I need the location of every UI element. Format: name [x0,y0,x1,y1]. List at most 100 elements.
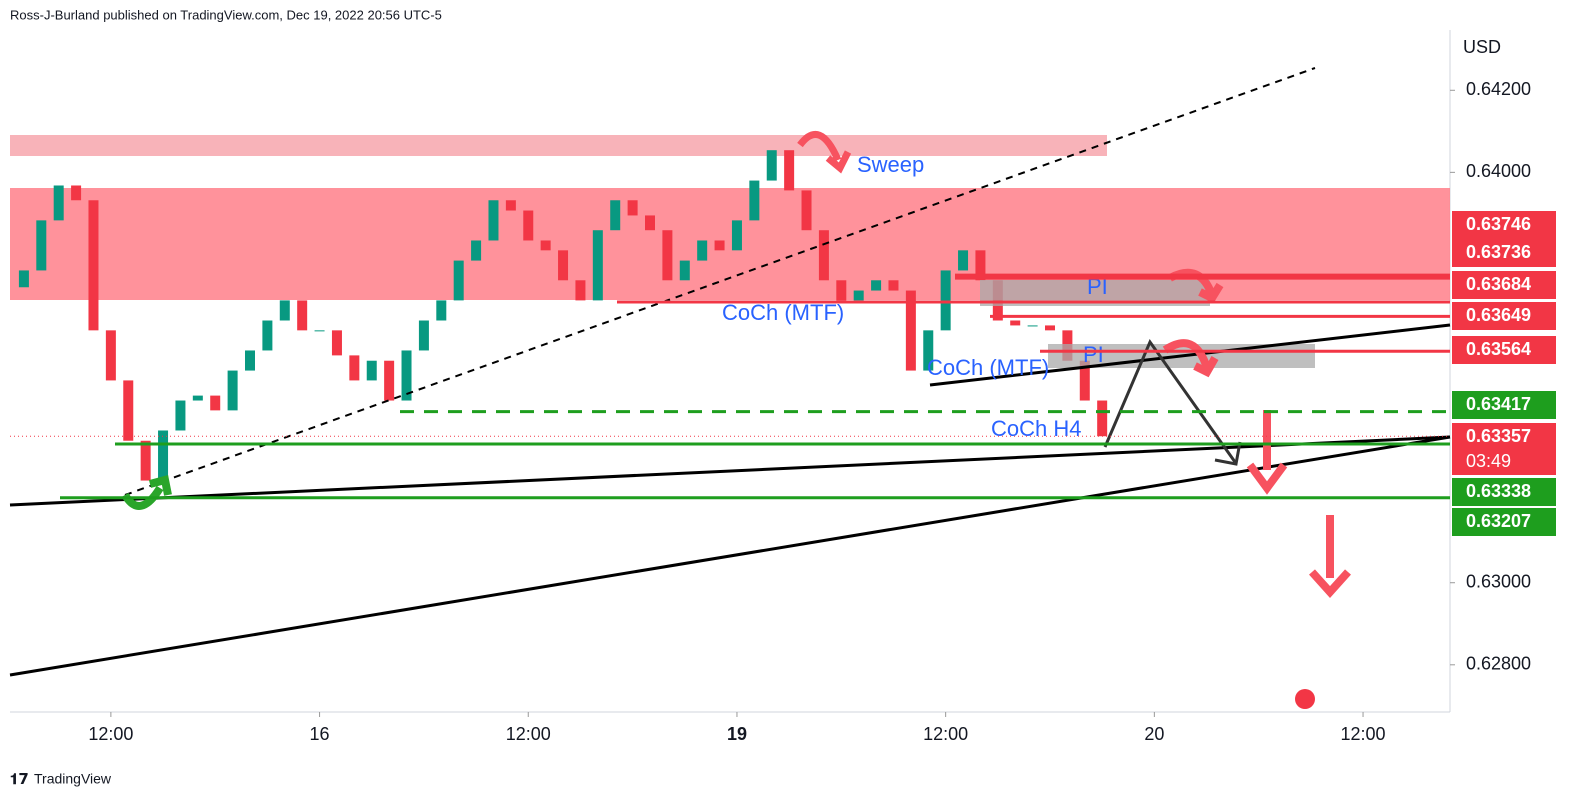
candle-body [384,360,395,401]
candle-body [853,290,864,301]
candle-body [905,290,916,371]
candle-body [923,330,934,371]
candle-body [505,200,516,211]
candle-body [818,230,829,281]
trend-line [929,323,1451,387]
candle-body [958,250,969,271]
x-tick-label: 12:00 [1341,724,1386,744]
candle-body [262,320,273,351]
annotation: CoCh (MTF) [722,300,844,325]
candle-body [53,185,64,221]
candle-body [401,350,412,401]
candle-body [123,380,134,441]
candle-body [88,200,99,331]
price-tag [1452,239,1556,267]
candle-body [331,330,342,356]
x-tick-label: 16 [310,724,330,744]
candle-body [749,180,760,221]
candle-body [1097,400,1108,437]
candle-body [436,300,447,321]
candle-body [731,220,742,251]
annotation: Sweep [857,152,924,177]
price-tag-label: 0.63357 [1466,426,1531,446]
footer: TradingView [34,771,112,787]
annotation: PI [1083,342,1104,367]
footer-logo: 𝟏𝟳 [10,771,29,788]
candle-body [175,400,186,431]
price-tag [1452,336,1556,364]
down-arrow [1309,515,1351,598]
x-tick-label: 20 [1144,724,1164,744]
candle-body [575,280,586,301]
price-tag [1452,271,1556,299]
y-tick-label: 0.64200 [1466,79,1531,99]
price-tag-label: 0.63649 [1466,305,1531,325]
price-tag-label: 0.63417 [1466,394,1531,414]
candle-body [1045,325,1055,331]
price-tag-label: 0.63564 [1466,339,1531,359]
candle-body [245,350,255,371]
price-tag [1452,391,1556,419]
candle-body [1027,325,1038,327]
candle-body [1079,360,1090,401]
candle-body [105,330,116,381]
candle-body [784,150,795,191]
candle-body [471,240,482,261]
trend-line [9,435,1451,677]
candle-body [192,395,203,401]
header: Ross-J-Burland published on TradingView.… [10,7,442,22]
x-tick-label: 19 [727,724,747,744]
candle-body [140,440,151,481]
countdown: 03:49 [1466,451,1511,471]
candle-body [610,200,621,231]
x-tick-label: 12:00 [88,724,133,744]
candle-body [592,230,603,301]
y-tick-label: 0.62800 [1466,654,1531,674]
price-tag [1452,478,1556,506]
candle-body [540,240,551,251]
drawings: Sweep CoCh (MTF) CoCh (MTF) PI PI CoCh H… [9,67,1451,709]
candle-body [697,240,708,261]
x-tick-label: 12:00 [923,724,968,744]
candle-body [645,215,655,231]
candle-body [418,320,429,351]
annotation: CoCh H4 [991,416,1081,441]
price-tag [1452,211,1556,239]
curve-arrow [1162,339,1219,378]
candle-body [766,150,777,181]
candle-body [558,250,569,281]
candle-body [871,280,882,291]
candle-body [662,230,673,281]
candle-body [1010,320,1021,326]
candle-body [349,355,360,381]
price-tag-label: 0.63736 [1466,242,1531,262]
candle-body [714,240,725,251]
candle-body [453,260,464,301]
candle-body [18,270,29,288]
candle-body [297,300,308,331]
candle-body [975,250,986,281]
candle-body [523,210,534,241]
candle-body [158,430,169,481]
candle-body [36,220,47,271]
trend-line [9,435,1451,507]
candle-body [314,330,325,332]
y-tick-label: 0.64000 [1466,161,1531,181]
projection-head [1214,441,1242,466]
price-tag-label: 0.63338 [1466,481,1531,501]
down-arrow [1246,410,1288,495]
candle-body [279,300,290,321]
flag-icon [1295,689,1315,709]
candle-body [679,260,690,281]
price-tag [1452,508,1556,536]
candle-body [801,190,812,231]
candle-body [940,270,951,331]
annotation: CoCh (MTF) [927,355,1049,380]
candle-body [366,360,377,381]
candle-body [227,370,238,411]
supply-zone [10,188,1450,300]
candle-body [627,200,638,216]
candle-body [488,200,499,241]
candle-body [71,185,82,201]
